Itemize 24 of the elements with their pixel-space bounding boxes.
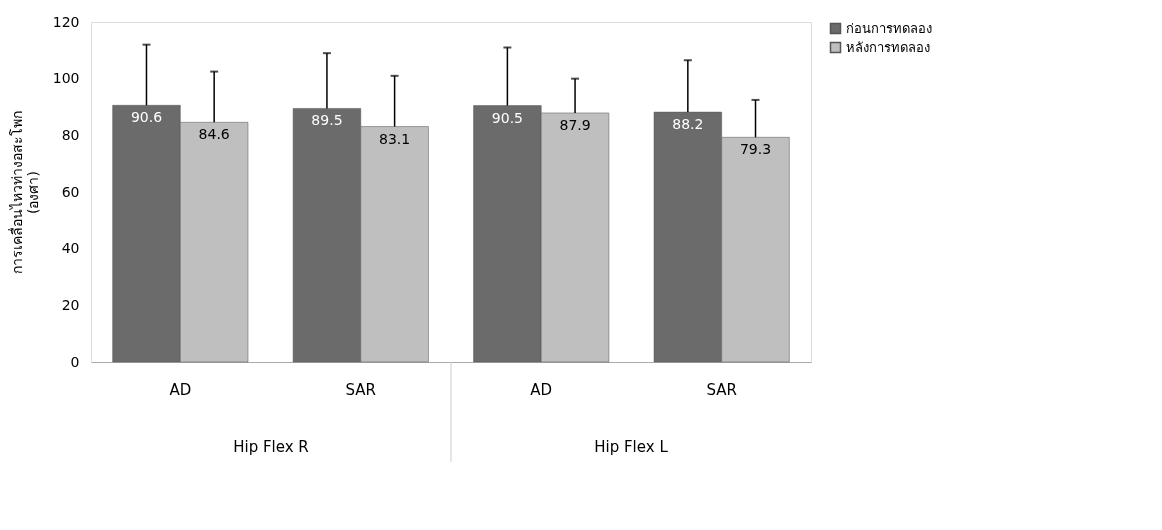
x-tick-label: AD [530, 380, 553, 399]
y-tick-label: 100 [52, 70, 80, 87]
x-tick-label: SAR [345, 380, 377, 399]
legend-label: หลังการทดลอง [846, 39, 930, 55]
x-tick-label: AD [169, 380, 192, 399]
data-label: 79.3 [739, 141, 772, 158]
y-tick-label: 80 [61, 126, 80, 143]
legend-label: ก่อนการทดลอง [846, 20, 932, 36]
data-label: 89.5 [311, 112, 343, 129]
data-label: 90.6 [130, 109, 163, 126]
y-tick-label: 120 [52, 13, 80, 30]
y-tick-label: 20 [61, 296, 80, 313]
y-axis-title: การเคลื่อนไหวท่างอสะโพก (องศา) [7, 111, 41, 274]
data-label: 83.1 [379, 130, 411, 147]
data-label: 88.2 [672, 116, 704, 133]
y-tick-label: 40 [61, 240, 80, 257]
data-label: 87.9 [559, 116, 591, 133]
x-tick-label: SAR [706, 380, 737, 399]
data-label: 90.5 [491, 109, 523, 126]
text: Hip Flex L [594, 438, 669, 456]
y-tick-label: 60 [61, 183, 80, 200]
y-tick-label: 0 [70, 353, 80, 370]
data-label: 84.6 [198, 126, 230, 143]
text: Hip Flex R [233, 438, 309, 456]
